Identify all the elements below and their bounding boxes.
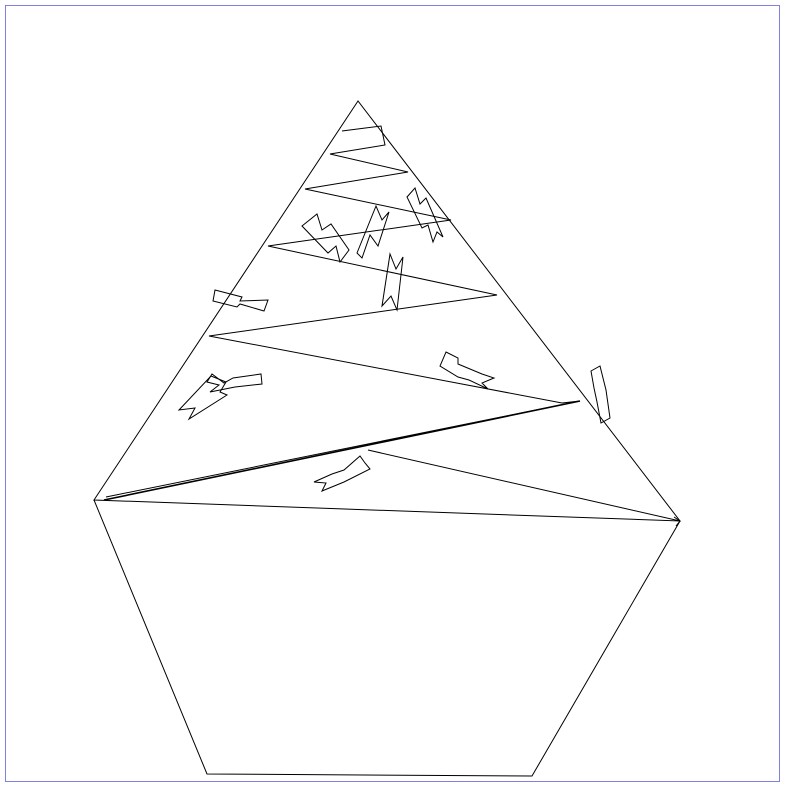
bolt-glyph-7 xyxy=(206,373,263,393)
bolt-glyph-1 xyxy=(301,213,350,264)
inner-diagonal-line xyxy=(367,449,681,522)
bolt-glyph-9 xyxy=(590,365,611,424)
bolt-glyph-6 xyxy=(439,351,496,390)
lower-diagonal-stroke xyxy=(103,400,581,501)
bolt-glyph-2 xyxy=(356,204,390,259)
cone-triangle xyxy=(93,100,682,522)
zigzag-hatching xyxy=(105,125,581,498)
cup-body xyxy=(93,499,681,777)
bolt-glyph-10 xyxy=(313,455,371,492)
bolt-glyph-4 xyxy=(381,252,404,312)
canvas-frame xyxy=(5,5,780,782)
corner-mark-right xyxy=(673,516,681,527)
bolt-glyph-8 xyxy=(177,375,229,421)
bolt-glyph-5 xyxy=(212,289,269,312)
bolt-glyph-3 xyxy=(406,187,444,244)
